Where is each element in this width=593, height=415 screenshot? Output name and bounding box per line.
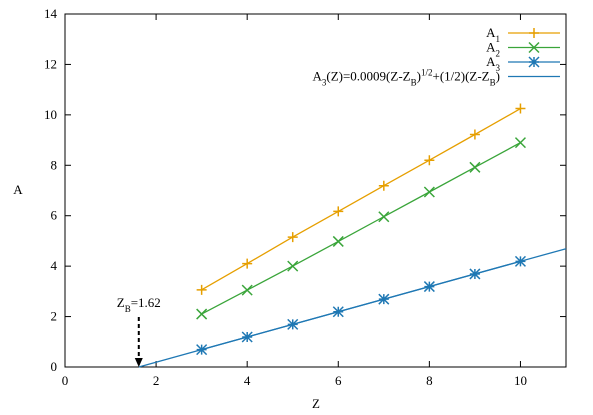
x-tick-label: 2 bbox=[153, 373, 160, 388]
annotation-run: Z bbox=[117, 295, 125, 310]
legend-label-run: 1 bbox=[496, 34, 501, 44]
legend-label-run: A bbox=[486, 40, 496, 55]
series-line bbox=[138, 248, 567, 368]
series-line bbox=[201, 108, 521, 291]
legend-label-run: 2 bbox=[496, 49, 501, 59]
legend-label-run: 3 bbox=[322, 78, 327, 88]
marker bbox=[469, 161, 481, 173]
legend-label: A3(Z)=0.0009(Z-ZB)1/2+(1/2)(Z-ZB) bbox=[312, 68, 500, 88]
marker bbox=[528, 41, 540, 54]
x-tick-label: 10 bbox=[514, 373, 527, 388]
annotation-arrowhead bbox=[134, 358, 143, 367]
annotation-run: B bbox=[125, 304, 131, 314]
y-tick-label: 8 bbox=[51, 157, 58, 172]
marker bbox=[469, 129, 480, 140]
marker bbox=[529, 28, 539, 38]
legend-label-run: B bbox=[490, 78, 496, 88]
legend-label-run: (Z)=0.0009(Z-Z bbox=[326, 69, 410, 84]
x-tick-label: 8 bbox=[426, 373, 433, 388]
legend-label-run: A bbox=[486, 25, 496, 40]
marker bbox=[515, 103, 526, 114]
legend-label-run: A bbox=[312, 69, 322, 84]
marker bbox=[528, 56, 540, 68]
legend-label: A1 bbox=[486, 25, 500, 44]
y-tick-label: 12 bbox=[44, 56, 57, 71]
y-axis-label: A bbox=[13, 182, 23, 197]
marker bbox=[241, 284, 253, 296]
marker bbox=[287, 232, 298, 243]
legend-label-run: 1/2 bbox=[421, 68, 433, 78]
marker bbox=[514, 137, 526, 149]
legend-label: A2 bbox=[486, 40, 500, 59]
legend-label-run: ) bbox=[417, 69, 421, 84]
marker bbox=[287, 260, 299, 272]
marker bbox=[378, 211, 390, 223]
marker bbox=[196, 284, 207, 295]
plot-frame bbox=[64, 13, 567, 368]
y-tick-label: 14 bbox=[44, 6, 58, 21]
legend-label-run: ) bbox=[496, 69, 500, 84]
marker bbox=[333, 206, 344, 217]
x-tick-label: 6 bbox=[335, 373, 342, 388]
y-tick-label: 4 bbox=[51, 258, 58, 273]
annotation: ZB=1.62 bbox=[117, 295, 161, 314]
marker bbox=[242, 258, 253, 269]
y-tick-label: 2 bbox=[51, 309, 58, 324]
y-tick-label: 6 bbox=[51, 208, 58, 223]
legend-label-run: B bbox=[411, 78, 417, 88]
annotation-run: =1.62 bbox=[131, 295, 161, 310]
marker bbox=[424, 155, 435, 166]
legend-label: A3 bbox=[486, 54, 500, 73]
marker bbox=[378, 180, 389, 191]
x-axis-label: Z bbox=[312, 396, 320, 411]
legend-label-run: A bbox=[486, 54, 496, 69]
marker bbox=[423, 186, 435, 198]
y-tick-label: 10 bbox=[44, 107, 57, 122]
marker bbox=[332, 235, 344, 247]
legend-label-run: 3 bbox=[496, 63, 501, 73]
series-line bbox=[201, 142, 521, 315]
legend-label-run: +(1/2)(Z-Z bbox=[432, 69, 489, 84]
x-tick-label: 4 bbox=[244, 373, 251, 388]
marker bbox=[196, 308, 208, 320]
y-tick-label: 0 bbox=[51, 359, 58, 374]
x-tick-label: 0 bbox=[62, 373, 69, 388]
